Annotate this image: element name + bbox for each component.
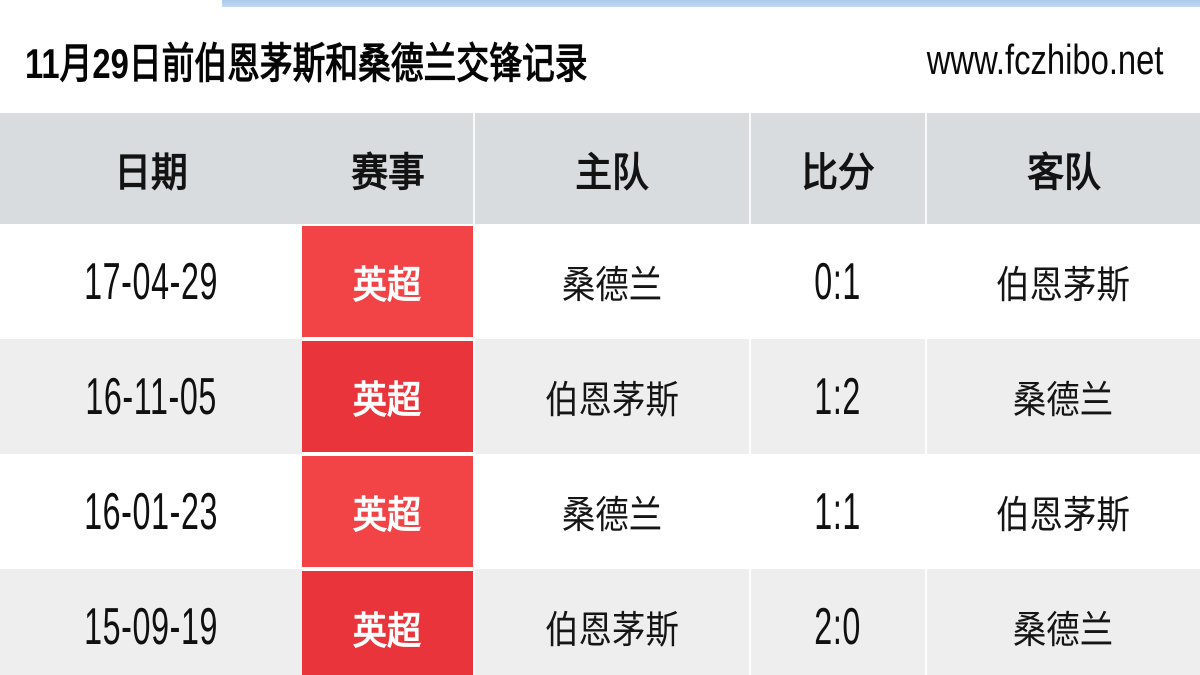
cell-competition: 英超: [302, 339, 473, 454]
table-body: 17-04-29 英超 桑德兰 0:1 伯恩茅斯 16-11-05 英超 伯恩茅…: [0, 224, 1200, 675]
table-row: 16-01-23 英超 桑德兰 1:1 伯恩茅斯: [0, 454, 1200, 569]
match-date: 15-09-19: [83, 597, 219, 656]
cell-date: 16-11-05: [0, 339, 302, 454]
title-bar: 11月29日前伯恩茅斯和桑德兰交锋记录 www.fczhibo.net: [0, 7, 1200, 113]
home-team-name: 桑德兰: [561, 495, 663, 537]
cell-score: 2:0: [749, 569, 925, 675]
cell-home-team: 桑德兰: [473, 454, 749, 569]
home-team-name: 桑德兰: [561, 265, 663, 307]
away-team-name: 伯恩茅斯: [996, 495, 1131, 537]
cell-score: 0:1: [749, 224, 925, 339]
competition-badge: 英超: [302, 569, 473, 675]
away-team-name: 伯恩茅斯: [996, 265, 1131, 307]
cell-score: 1:2: [749, 339, 925, 454]
match-score: 1:2: [814, 367, 862, 426]
header-home-team: 主队: [473, 113, 749, 224]
match-score: 0:1: [814, 252, 862, 311]
home-team-name: 伯恩茅斯: [545, 610, 679, 652]
cell-date: 16-01-23: [0, 454, 302, 569]
cell-competition: 英超: [302, 569, 473, 675]
competition-badge: 英超: [302, 224, 473, 339]
match-date: 16-11-05: [85, 367, 217, 426]
header-away-team: 客队: [925, 113, 1200, 224]
table-row: 17-04-29 英超 桑德兰 0:1 伯恩茅斯: [0, 224, 1200, 339]
cell-away-team: 桑德兰: [925, 569, 1200, 675]
match-date: 17-04-29: [83, 252, 219, 311]
home-team-name: 伯恩茅斯: [545, 380, 679, 422]
site-url-link[interactable]: www.fczhibo.net: [926, 36, 1163, 83]
cell-score: 1:1: [749, 454, 925, 569]
header-date: 日期: [114, 150, 188, 195]
cell-competition: 英超: [302, 224, 473, 339]
competition-label: 英超: [353, 495, 422, 537]
match-date: 16-01-23: [83, 482, 219, 541]
cell-home-team: 伯恩茅斯: [473, 339, 749, 454]
table-row: 16-11-05 英超 伯恩茅斯 1:2 桑德兰: [0, 339, 1200, 454]
header-score: 比分: [749, 113, 925, 224]
cell-away-team: 伯恩茅斯: [925, 224, 1200, 339]
table-header-row: 日期 赛事 主队 比分 客队: [0, 113, 1200, 224]
competition-badge: 英超: [302, 339, 473, 454]
competition-label: 英超: [353, 380, 422, 422]
header-competition: 赛事: [350, 150, 425, 195]
table-row: 15-09-19 英超 伯恩茅斯 2:0 桑德兰: [0, 569, 1200, 675]
head-to-head-table: 日期 赛事 主队 比分 客队 17-04-29 英超 桑德兰 0:1 伯恩茅斯 …: [0, 113, 1200, 675]
away-team-name: 桑德兰: [1013, 380, 1114, 422]
cell-date: 17-04-29: [0, 224, 302, 339]
cell-home-team: 桑德兰: [473, 224, 749, 339]
competition-label: 英超: [353, 265, 422, 307]
cell-home-team: 伯恩茅斯: [473, 569, 749, 675]
competition-label: 英超: [353, 611, 422, 653]
cell-away-team: 桑德兰: [925, 339, 1200, 454]
match-score: 1:1: [814, 482, 862, 541]
cell-away-team: 伯恩茅斯: [925, 454, 1200, 569]
away-team-name: 桑德兰: [1013, 610, 1114, 652]
page-title: 11月29日前伯恩茅斯和桑德兰交锋记录: [25, 39, 588, 87]
competition-badge: 英超: [302, 454, 473, 569]
match-score: 2:0: [814, 597, 862, 656]
top-accent-bar: [222, 0, 1200, 7]
cell-date: 15-09-19: [0, 569, 302, 675]
cell-competition: 英超: [302, 454, 473, 569]
